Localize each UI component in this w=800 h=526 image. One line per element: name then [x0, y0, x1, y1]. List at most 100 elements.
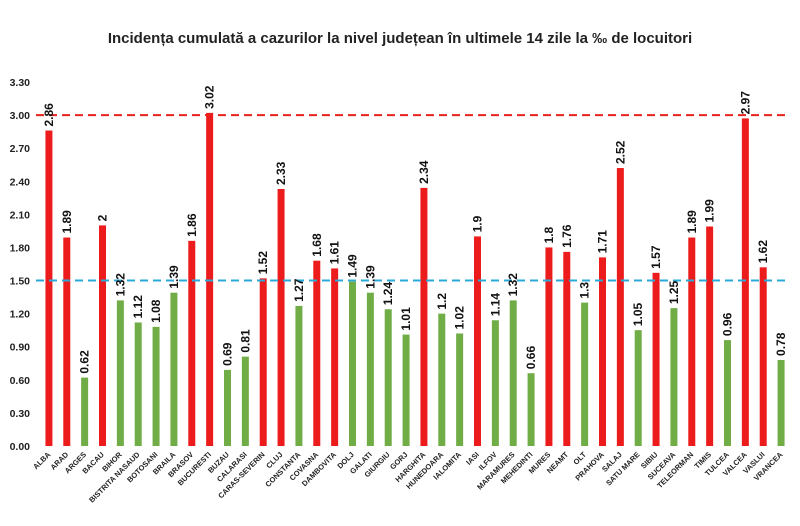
bar-arges: [81, 377, 89, 446]
y-tick-label: 0.90: [10, 342, 31, 354]
chart-title: Incidența cumulată a cazurilor la nivel …: [107, 30, 693, 47]
bar-vaslui: [759, 267, 767, 446]
value-label: 1.01: [399, 307, 413, 331]
y-tick-label: 1.80: [10, 242, 31, 254]
value-label: 1.68: [310, 233, 324, 257]
bar-caras-severin: [259, 278, 267, 446]
bar-maramures: [509, 300, 517, 446]
bar-bistrita-nasaud: [134, 322, 142, 446]
value-label: 2.97: [738, 91, 752, 115]
bar-suceava: [670, 308, 678, 446]
bar-bacau: [99, 225, 106, 446]
value-labels: 2.86 1.89 0.62 2 1.32 1.12 1.08 1.39 1.86 3.02 0.6…: [42, 85, 788, 373]
bar-satu-mare: [634, 330, 642, 446]
bar-alba: [45, 130, 53, 446]
bar-timis: [706, 226, 714, 446]
bar-covasna: [313, 260, 321, 446]
value-label: 3.02: [203, 85, 217, 109]
value-label: 1.27: [292, 278, 306, 302]
y-tick-label: 2.70: [10, 143, 31, 155]
value-label: 0.81: [238, 329, 252, 353]
value-label: 1.49: [346, 254, 360, 278]
bar-salaj: [616, 168, 624, 447]
bar-bihor: [116, 300, 124, 446]
value-label: 0.96: [721, 312, 735, 336]
bar-buzau: [224, 369, 231, 446]
bars: [45, 112, 785, 447]
bar-botosani: [152, 326, 160, 446]
bar-brasov: [188, 240, 196, 446]
value-label: 1.32: [506, 273, 520, 297]
value-label: 1.12: [131, 295, 145, 319]
bar-sibiu: [652, 272, 660, 446]
value-label: 1.57: [649, 245, 663, 269]
bar-prahova: [599, 257, 606, 446]
value-label: 1.8: [542, 226, 556, 243]
value-label: 1.52: [256, 251, 270, 275]
value-label: 0.62: [78, 350, 92, 374]
value-label: 0.78: [774, 332, 788, 356]
value-label: 2: [96, 214, 110, 221]
value-label: 1.61: [328, 241, 342, 265]
value-label: 0.69: [221, 342, 235, 366]
value-label: 1.76: [560, 224, 574, 248]
y-tick-label: 1.50: [10, 276, 31, 288]
value-label: 1.62: [756, 240, 770, 264]
bar-valcea: [741, 118, 749, 447]
bar-iasi: [474, 236, 481, 446]
bar-calarasi: [241, 356, 249, 446]
value-label: 1.71: [596, 230, 610, 254]
bar-dambovita: [331, 268, 339, 446]
bar-bucuresti: [206, 112, 214, 446]
y-tick-label: 0.30: [10, 408, 31, 420]
bar-mehedinti: [527, 373, 535, 446]
value-label: 2.52: [613, 140, 627, 164]
bar-constanta: [295, 305, 303, 446]
bar-olt: [581, 302, 589, 446]
value-label: 1.14: [488, 293, 502, 317]
value-label: 1.89: [685, 210, 699, 234]
y-tick-label: 1.20: [10, 309, 31, 321]
bar-dolj: [349, 281, 356, 446]
value-label: 2.33: [274, 161, 288, 185]
value-label: 1.05: [631, 303, 645, 327]
bar-giurgiu: [384, 309, 392, 446]
value-label: 2.86: [42, 103, 56, 127]
value-label: 0.66: [524, 346, 538, 370]
value-label: 1.2: [435, 293, 449, 310]
value-label: 1.99: [703, 199, 717, 223]
threshold-lines: [36, 114, 790, 282]
bar-tulcea: [724, 340, 731, 446]
value-label: 1.24: [381, 282, 395, 306]
bar-ilfov: [491, 320, 499, 446]
value-label: 1.08: [149, 299, 163, 323]
y-tick-label: 3.00: [10, 110, 31, 122]
value-label: 1.32: [113, 273, 127, 297]
value-label: 1.86: [185, 213, 199, 237]
y-tick-label: 0.00: [10, 441, 31, 453]
value-label: 1.9: [471, 215, 485, 232]
y-axis: 0.00 0.30 0.60 0.90 1.20 1.50 1.80 2.10 2.40 2.70…: [10, 77, 31, 453]
bar-harghita: [420, 187, 428, 446]
bar-vrancea: [777, 359, 785, 446]
y-tick-label: 2.40: [10, 176, 31, 188]
value-label: 1.39: [363, 265, 377, 289]
y-tick-label: 0.60: [10, 375, 31, 387]
bar-cluj: [277, 188, 285, 447]
bar-hunedoara: [438, 313, 446, 446]
bar-braila: [170, 292, 178, 446]
y-tick-label: 3.30: [10, 77, 31, 89]
bar-galati: [366, 292, 374, 446]
value-label: 2.34: [417, 160, 431, 184]
bar-mures: [545, 247, 553, 446]
value-label: 1.25: [667, 280, 681, 304]
bar-ialomita: [456, 333, 464, 446]
bar-arad: [63, 237, 71, 446]
bar-teleorman: [688, 237, 696, 446]
value-label: 1.39: [167, 265, 181, 289]
value-label: 1.3: [578, 282, 592, 299]
y-tick-label: 2.10: [10, 209, 31, 221]
value-label: 1.89: [60, 210, 74, 234]
